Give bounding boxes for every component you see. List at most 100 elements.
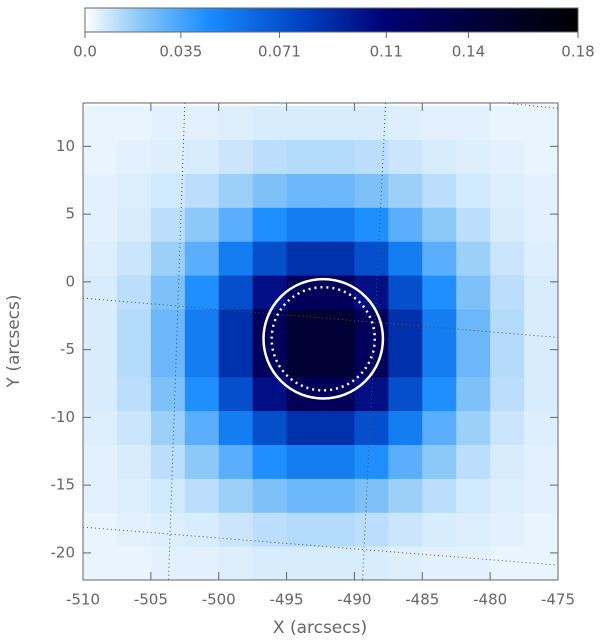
heatmap-cell xyxy=(116,444,152,479)
heatmap-cell xyxy=(218,478,254,513)
heatmap-cell xyxy=(354,410,389,445)
heatmap-cell xyxy=(490,139,525,174)
heatmap-cell xyxy=(388,105,423,141)
colorbar-tick-label: 0.035 xyxy=(159,43,202,61)
heatmap-cell xyxy=(116,105,152,141)
heatmap-cell xyxy=(218,512,254,547)
heatmap-cell xyxy=(388,376,423,412)
heatmap-cell xyxy=(456,207,491,242)
heatmap-cell xyxy=(252,105,288,141)
heatmap-cell xyxy=(83,410,118,445)
heatmap-cell xyxy=(456,478,491,513)
heatmap-cell xyxy=(354,546,389,580)
heatmap-cell xyxy=(388,478,423,513)
heatmap-cell xyxy=(524,207,558,242)
heatmap-cell xyxy=(150,139,186,174)
heatmap-cell xyxy=(116,376,152,412)
x-tick-label: -500 xyxy=(202,591,236,609)
heatmap-cell xyxy=(286,342,321,378)
colorbar-tick-label: 0.14 xyxy=(452,43,485,61)
heatmap-cell xyxy=(320,376,355,412)
heatmap-cell xyxy=(184,207,220,242)
x-tick-label: -495 xyxy=(270,591,304,609)
heatmap-cell xyxy=(184,308,220,344)
heatmap-cell xyxy=(490,478,525,513)
heatmap-cell xyxy=(218,105,254,141)
heatmap-cell xyxy=(388,308,423,344)
heatmap-cell xyxy=(83,173,118,208)
heatmap-cell xyxy=(524,173,558,208)
x-tick-label: -475 xyxy=(541,591,575,609)
heatmap-cell xyxy=(354,376,389,412)
heatmap-cell xyxy=(218,444,254,479)
heatmap-cell xyxy=(150,410,186,445)
heatmap-cell xyxy=(286,546,321,580)
heatmap-cell xyxy=(320,444,355,479)
heatmap-cell xyxy=(150,512,186,547)
colorbar xyxy=(84,7,579,33)
heatmap-cell xyxy=(388,512,423,547)
heatmap-cell xyxy=(184,241,220,276)
heatmap-cell xyxy=(150,308,186,344)
heatmap-cell xyxy=(184,275,220,310)
y-axis-label: Y (arcsecs) xyxy=(4,295,24,389)
heatmap-cell xyxy=(456,512,491,547)
heatmap-cell xyxy=(320,241,355,276)
heatmap-cell xyxy=(490,275,525,310)
heatmap-cell xyxy=(422,410,457,445)
heatmap-cell xyxy=(83,546,118,580)
heatmap-cell xyxy=(184,173,220,208)
x-tick-label: -510 xyxy=(66,591,100,609)
heatmap-cell xyxy=(150,105,186,141)
heatmap-cell xyxy=(252,478,288,513)
heatmap-cell xyxy=(388,207,423,242)
heatmap-cell xyxy=(524,478,558,513)
heatmap-cell xyxy=(354,478,389,513)
heatmap-cell xyxy=(524,512,558,547)
heatmap-cell xyxy=(218,410,254,445)
heatmap-cell xyxy=(116,478,152,513)
colorbar-tick-label: 0.11 xyxy=(370,43,403,61)
heatmap-cell xyxy=(218,342,254,378)
aperture-circle xyxy=(262,277,385,400)
heatmap-cell xyxy=(286,139,321,174)
heatmap-cell xyxy=(490,342,525,378)
heatmap-cell xyxy=(422,342,457,378)
plot xyxy=(83,103,558,580)
heatmap-cell xyxy=(116,139,152,174)
heatmap-cell xyxy=(456,241,491,276)
heatmap-cell xyxy=(150,173,186,208)
heatmap-cell xyxy=(252,275,288,310)
heatmap-cell xyxy=(422,376,457,412)
heatmap-cell xyxy=(150,444,186,479)
heatmap-cell xyxy=(218,173,254,208)
heatmap-cell xyxy=(252,173,288,208)
heatmap-cell xyxy=(150,241,186,276)
heatmap-cell xyxy=(354,241,389,276)
heatmap-cell xyxy=(286,241,321,276)
heatmap-cell xyxy=(422,105,457,141)
heatmap-cell xyxy=(252,444,288,479)
heatmap-cell xyxy=(83,444,118,479)
heatmap-cell xyxy=(116,512,152,547)
heatmap-cell xyxy=(252,546,288,580)
heatmap-cell xyxy=(456,410,491,445)
heatmap-cell xyxy=(286,478,321,513)
heatmap-cell xyxy=(320,512,355,547)
heatmap-cell xyxy=(286,207,321,242)
heatmap-cell xyxy=(524,342,558,378)
heatmap-cell xyxy=(354,105,389,141)
heatmap-cell xyxy=(524,308,558,344)
heatmap-cell xyxy=(354,207,389,242)
heatmap-cell xyxy=(490,376,525,412)
x-tick-label: -490 xyxy=(337,591,371,609)
heatmap-cell xyxy=(218,546,254,580)
y-tick-label: -10 xyxy=(51,408,76,426)
heatmap-cell xyxy=(422,546,457,580)
heatmap-cell xyxy=(184,444,220,479)
plot-frame xyxy=(82,102,559,581)
heatmap-cell xyxy=(116,207,152,242)
heatmap-cell xyxy=(456,342,491,378)
y-tick-label: -15 xyxy=(51,476,76,494)
heatmap-cell xyxy=(320,139,355,174)
